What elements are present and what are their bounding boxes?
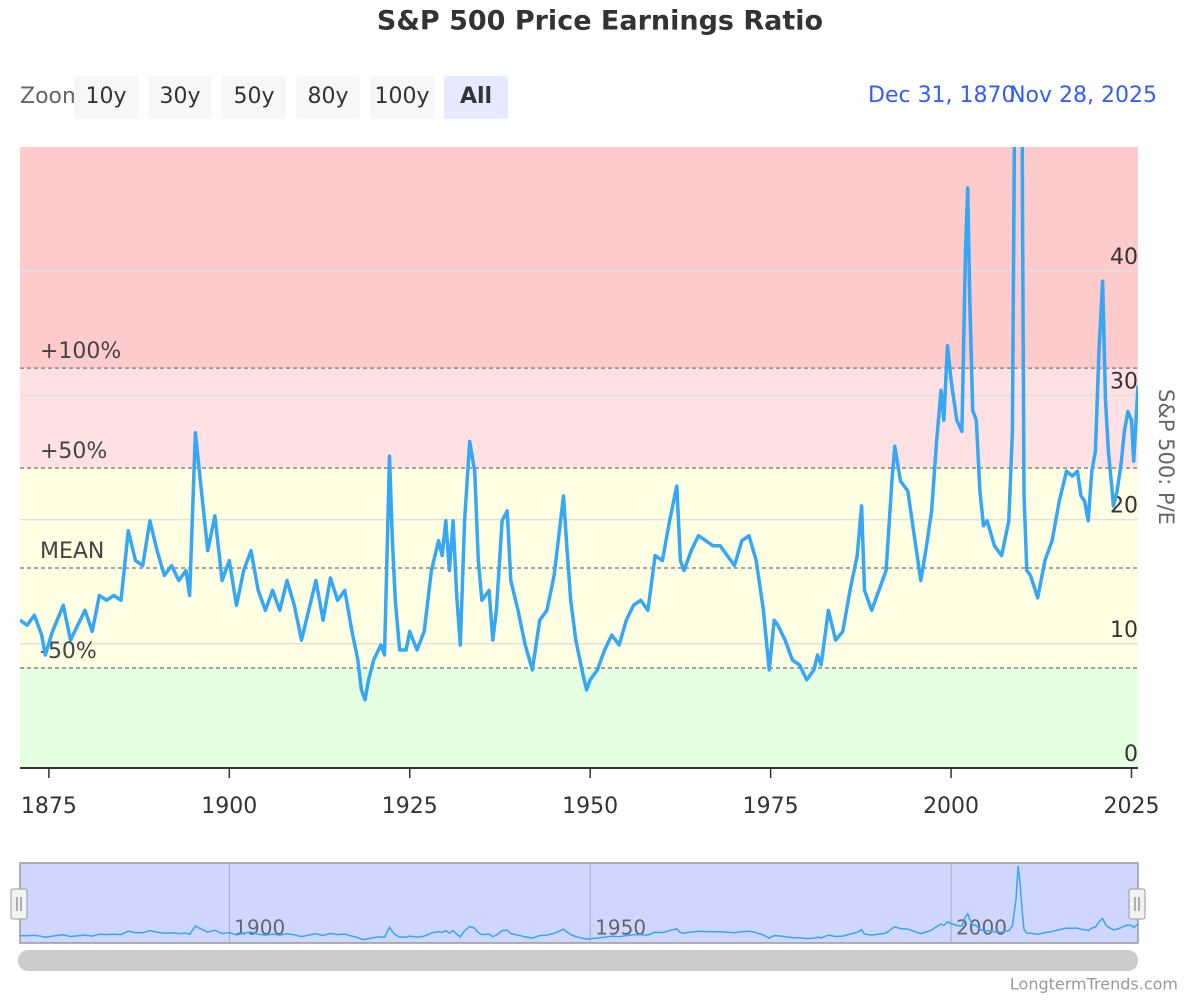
x-tick-label: 2025	[1104, 794, 1160, 819]
x-tick-label: 1925	[382, 794, 438, 819]
x-tick-label: 2000	[923, 794, 979, 819]
navigator-tick-label: 1900	[234, 916, 285, 940]
plot-band	[20, 468, 1138, 669]
plot-line-label: MEAN	[40, 539, 104, 564]
range-button[interactable]	[296, 76, 360, 119]
y-tick-label: 40	[1110, 245, 1138, 270]
range-button[interactable]	[148, 76, 212, 119]
range-button-label[interactable]: 80y	[307, 84, 348, 109]
range-button[interactable]	[444, 76, 508, 119]
y-axis-title: S&P 500: P/E	[1154, 389, 1178, 525]
range-button-label[interactable]: 30y	[159, 84, 200, 109]
plot-band	[20, 147, 1138, 369]
range-button-label[interactable]: All	[460, 84, 492, 109]
range-button-label[interactable]: 100y	[374, 84, 429, 109]
zoom-label: Zoom	[20, 84, 83, 109]
y-tick-label: 0	[1124, 742, 1138, 767]
navigator-tick-label: 1950	[595, 916, 646, 940]
x-tick-label: 1900	[201, 794, 257, 819]
plot-line-label: +100%	[40, 339, 121, 364]
range-button-label[interactable]: 10y	[85, 84, 126, 109]
navigator-handle[interactable]	[1128, 888, 1146, 920]
navigator-line	[19, 866, 1139, 941]
range-button[interactable]	[222, 76, 286, 119]
plot-line-label: +50%	[40, 439, 107, 464]
range-button[interactable]	[74, 76, 138, 119]
date-to[interactable]: Nov 28, 2025	[1009, 83, 1157, 108]
credit: LongtermTrends.com	[1010, 975, 1178, 994]
scrollbar[interactable]	[18, 950, 1138, 971]
navigator-handle[interactable]	[10, 888, 28, 920]
x-tick-label: 1875	[21, 794, 77, 819]
y-tick-label: 10	[1110, 618, 1138, 643]
navigator	[19, 862, 1139, 944]
range-button[interactable]	[370, 76, 434, 119]
data-line	[20, 147, 1138, 702]
date-from[interactable]: Dec 31, 1870	[868, 83, 1016, 108]
y-tick-label: 30	[1110, 369, 1138, 394]
x-tick-label: 1975	[743, 794, 799, 819]
x-tick-label: 1950	[562, 794, 618, 819]
navigator-tick-label: 2000	[956, 916, 1007, 940]
chart-title: S&P 500 Price Earnings Ratio	[377, 6, 823, 37]
range-button-label[interactable]: 50y	[233, 84, 274, 109]
plot-band	[20, 668, 1138, 768]
